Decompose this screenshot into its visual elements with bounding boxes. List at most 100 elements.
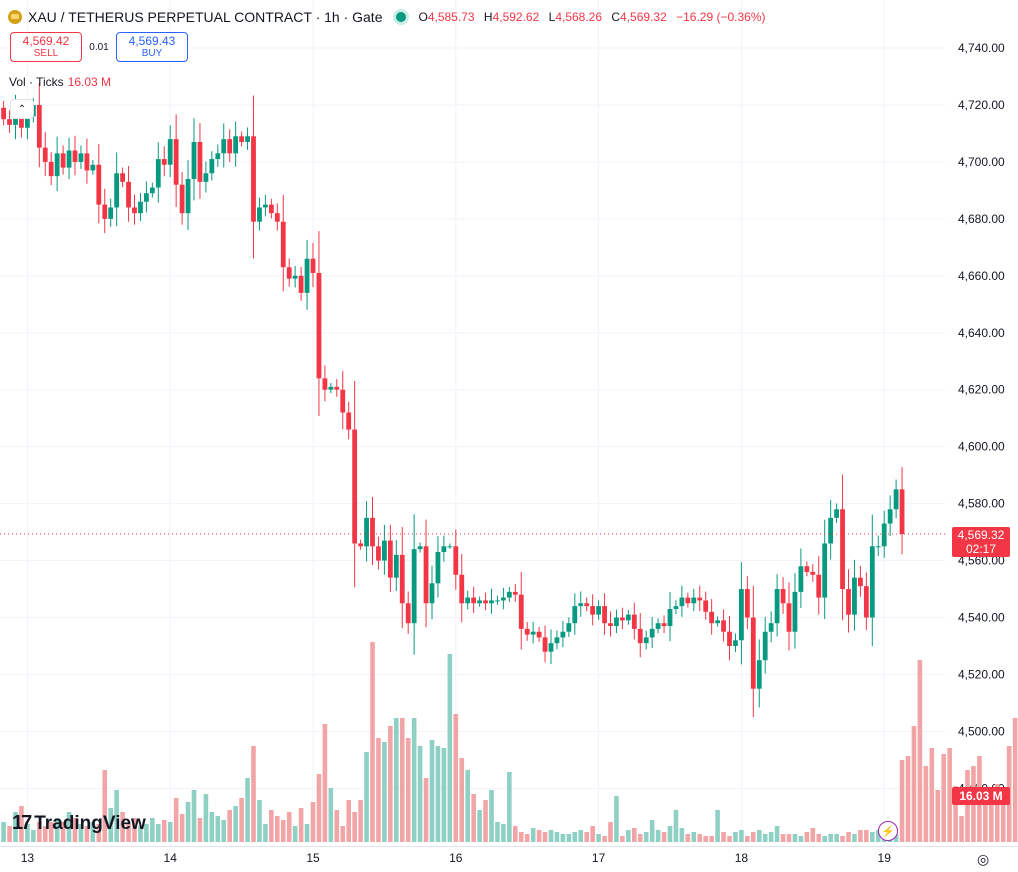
volume-bar (370, 642, 375, 842)
close-label: C (611, 10, 621, 24)
volume-bar (239, 798, 244, 842)
y-tick-label: 4,520.00 (958, 667, 1005, 681)
volume-bar (685, 834, 691, 842)
y-tick-label: 4,740.00 (958, 41, 1005, 55)
x-tick-label: 19 (878, 851, 892, 865)
volume-bar (816, 834, 822, 842)
volume-bar (257, 800, 262, 842)
volume-bar (334, 810, 340, 842)
volume-bar (394, 718, 399, 842)
volume-bar (7, 826, 12, 842)
candle-body (144, 193, 149, 202)
candle-body (524, 628, 530, 635)
candle-body (257, 207, 262, 222)
candle-body (459, 574, 465, 604)
candle-body (132, 207, 137, 214)
volume-bar (929, 748, 935, 842)
candle-body (596, 606, 601, 615)
volume-bar (542, 832, 548, 842)
candle-body (25, 116, 30, 128)
candle-body (382, 540, 387, 561)
volume-bar (608, 822, 613, 842)
candle-body (477, 600, 482, 604)
high-label: H (483, 10, 493, 24)
candle-body (584, 603, 590, 607)
candle-body (411, 549, 417, 624)
volume-bar (578, 830, 584, 842)
volume-bar (875, 830, 881, 842)
candle-body (191, 141, 197, 179)
volume-legend[interactable]: Vol · Ticks 16.03 M (9, 75, 111, 89)
volume-bar (292, 826, 298, 842)
volume-bar (548, 830, 554, 842)
volume-legend-label: Vol · Ticks (9, 75, 64, 89)
candle-body (798, 566, 804, 592)
y-tick-label: 4,660.00 (958, 269, 1005, 283)
candle-body (155, 159, 161, 188)
volume-bar (768, 832, 774, 842)
candle-body (399, 554, 405, 604)
volume-bar (989, 794, 994, 842)
volume-bar (846, 832, 851, 842)
open-value: 4,585.73 (427, 10, 475, 24)
volume-bar (560, 834, 566, 842)
candle-body (405, 603, 411, 624)
candle-body (828, 517, 834, 544)
candle-body (786, 603, 792, 632)
lightning-icon[interactable]: ⚡ (878, 821, 898, 841)
volume-bar (328, 788, 334, 842)
candle-body (572, 606, 578, 624)
volume-bar (834, 834, 839, 842)
candle-body (370, 517, 375, 547)
candle-body (179, 184, 185, 214)
sell-price: 4,569.42 (22, 34, 70, 48)
candle-body (620, 617, 625, 621)
volume-bar (935, 790, 941, 842)
volume-bar (90, 822, 96, 842)
settings-icon[interactable]: ◎ (977, 851, 990, 867)
candle-body (625, 614, 631, 621)
volume-bar (513, 826, 518, 842)
volume-bar (185, 802, 191, 842)
volume-bar (810, 828, 816, 842)
volume-bar (114, 790, 119, 842)
candle-body (697, 597, 703, 601)
volume-bar (179, 814, 185, 842)
volume-bar (649, 820, 655, 842)
ohlc-values: O4,585.73 H4,592.62 L4,568.26 C4,569.32 … (418, 10, 771, 24)
candle-body (209, 159, 215, 174)
volume-bar (709, 836, 714, 842)
tradingview-logo[interactable]: 17 TradingView (12, 812, 146, 835)
y-tick-label: 4,640.00 (958, 326, 1005, 340)
candle-body (673, 606, 679, 609)
market-status-icon[interactable] (396, 12, 407, 22)
buy-button[interactable]: 4,569.43 BUY (116, 32, 188, 62)
symbol-title[interactable]: XAU / TETHERUS PERPETUAL CONTRACT · 1h ·… (28, 9, 383, 25)
sell-label: SELL (33, 48, 59, 59)
candle-body (292, 275, 298, 279)
candle-body (108, 207, 114, 219)
volume-tag: 16.03 M (952, 787, 1010, 805)
collapse-legend-button[interactable]: ⌃ (10, 99, 34, 119)
candle-body (768, 623, 774, 632)
x-tick-label: 16 (449, 851, 463, 865)
change-value: −16.29 (−0.36%) (676, 10, 766, 24)
volume-bar (554, 832, 560, 842)
volume-bar (316, 774, 322, 842)
candle-body (60, 153, 66, 168)
last-price-tag: 4,569.32 02:17 (952, 527, 1010, 557)
volume-bar (25, 824, 30, 842)
volume-bar (42, 826, 48, 842)
candle-body (875, 546, 881, 548)
candle-body (322, 378, 328, 390)
volume-bar (780, 834, 786, 842)
candle-body (506, 591, 512, 598)
volume-bar (215, 816, 221, 842)
candle-body (126, 181, 131, 208)
sell-button[interactable]: 4,569.42 SELL (10, 32, 82, 62)
x-tick-label: 14 (164, 851, 178, 865)
volume-bar (346, 800, 351, 842)
volume-bar (1, 822, 6, 842)
candle-body (899, 489, 905, 535)
